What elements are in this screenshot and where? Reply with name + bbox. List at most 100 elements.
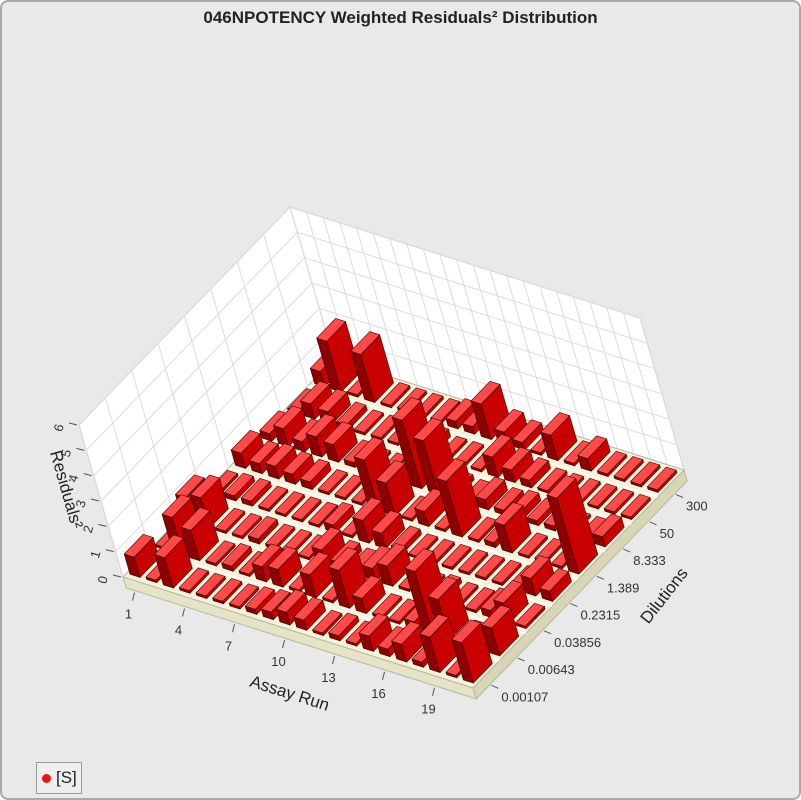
bar-top-face <box>441 543 472 568</box>
chart-title: 046NPOTENCY Weighted Residuals² Distribu… <box>203 8 598 27</box>
bar-top-face <box>293 596 324 621</box>
z-tick <box>68 422 78 426</box>
z-tick-label: 4 <box>65 473 81 484</box>
bar <box>380 382 411 409</box>
bar <box>536 467 568 494</box>
bar-top-face <box>577 435 608 459</box>
back-wall-hgrid <box>319 307 670 420</box>
bar-top-face <box>228 583 259 607</box>
bar-top-face <box>380 382 411 406</box>
bar <box>205 540 236 567</box>
bar <box>240 478 272 507</box>
bar-top-face <box>231 513 262 537</box>
y-tick-label: 300 <box>686 499 708 514</box>
y-tick <box>623 548 631 553</box>
z-tick <box>98 523 107 527</box>
bar-top-face <box>352 497 383 521</box>
bar <box>123 534 160 578</box>
bar-top-face <box>178 567 209 592</box>
left-wall-hgrid <box>107 307 320 527</box>
bar <box>351 575 386 615</box>
bar <box>305 413 342 458</box>
bar-top-face <box>511 419 542 443</box>
x-tick <box>432 687 435 696</box>
left-wall-hgrid <box>100 282 313 502</box>
bar-top-face <box>481 433 512 458</box>
x-tick <box>132 592 135 601</box>
x-tick <box>282 640 285 649</box>
bar <box>370 510 406 550</box>
legend-label: [S] <box>56 768 77 787</box>
bar-top-face <box>214 507 245 532</box>
bar-top-face <box>272 405 303 430</box>
left-wall-hgrid <box>78 206 291 426</box>
back-wall-hgrid <box>297 231 648 344</box>
bar-top-face <box>316 318 347 342</box>
bar-top-face <box>322 421 353 445</box>
bar <box>267 546 303 588</box>
bar-top-face <box>646 466 677 491</box>
bar <box>247 515 279 545</box>
bar-top-face <box>591 513 622 538</box>
bar <box>282 450 315 485</box>
y-tick-label: 8.333 <box>633 553 666 568</box>
bar <box>257 485 289 513</box>
bar-top-face <box>305 413 336 438</box>
x-tick <box>382 671 385 680</box>
bar <box>596 450 628 478</box>
z-tick-label: 6 <box>50 422 66 433</box>
z-tick-label: 3 <box>72 498 88 509</box>
bar-top-face <box>603 488 634 513</box>
bar-top-face <box>376 542 407 567</box>
bar-top-face <box>212 578 243 602</box>
floor-right-edge <box>472 469 688 700</box>
bar-top-face <box>451 619 482 643</box>
bar-top-face <box>540 412 571 436</box>
bar-top-face <box>350 331 381 355</box>
z-tick-label: 1 <box>87 549 103 560</box>
x-tick-label: 1 <box>125 607 132 622</box>
bar <box>514 602 546 630</box>
bar-top-face <box>464 587 495 611</box>
bar <box>248 440 282 475</box>
bar-top-face <box>221 543 252 567</box>
legend[interactable]: [S] <box>36 762 82 794</box>
bar-top-face <box>427 576 458 600</box>
bar-top-face <box>180 507 211 531</box>
bar-top-face <box>328 547 359 571</box>
z-tick-label: 0 <box>94 574 110 585</box>
bar-top-face <box>299 551 330 576</box>
bar <box>274 491 306 518</box>
bar-top-face <box>539 568 570 592</box>
bar-top-face <box>353 436 384 461</box>
legend-marker-icon <box>42 774 51 783</box>
left-wall-hgrid <box>85 231 298 451</box>
bar <box>312 609 343 637</box>
bar-top-face <box>260 588 291 613</box>
x-tick-label: 19 <box>421 702 435 717</box>
x-tick <box>182 608 185 617</box>
y-tick <box>517 657 525 662</box>
bar-top-face <box>518 457 549 481</box>
bar <box>419 613 460 674</box>
bar-top-face <box>257 485 288 510</box>
bar-top-face <box>312 609 343 634</box>
bar-top-face <box>317 388 348 413</box>
bar <box>180 507 220 562</box>
bar <box>214 507 246 535</box>
bar-top-face <box>596 450 627 475</box>
bar-top-face <box>195 572 226 597</box>
z-tick <box>83 473 92 477</box>
x-tick-label: 7 <box>225 638 232 653</box>
bar <box>223 472 256 502</box>
bar-top-face <box>328 612 359 637</box>
z-tick <box>112 574 122 578</box>
bar-top-face <box>620 493 651 518</box>
left-wall-hgrid <box>115 333 328 553</box>
bar-top-face <box>630 461 661 485</box>
bar <box>375 459 415 517</box>
x-tick-label: 4 <box>175 622 182 637</box>
z-tick <box>90 498 100 502</box>
bar-top-face <box>419 613 450 638</box>
